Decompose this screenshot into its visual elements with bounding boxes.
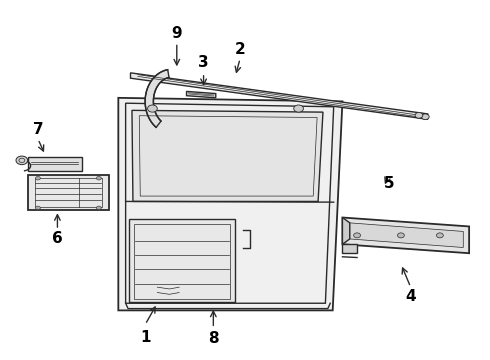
Text: 5: 5 bbox=[383, 176, 394, 191]
Circle shape bbox=[354, 233, 361, 238]
Polygon shape bbox=[350, 223, 463, 248]
Polygon shape bbox=[132, 111, 323, 202]
Polygon shape bbox=[187, 91, 216, 98]
Text: 6: 6 bbox=[52, 231, 63, 247]
Text: 3: 3 bbox=[198, 55, 209, 69]
Circle shape bbox=[437, 233, 443, 238]
Polygon shape bbox=[130, 73, 428, 119]
Circle shape bbox=[397, 233, 404, 238]
Text: 9: 9 bbox=[172, 26, 182, 41]
Circle shape bbox=[294, 105, 303, 112]
Polygon shape bbox=[343, 217, 350, 244]
Circle shape bbox=[16, 156, 28, 165]
Polygon shape bbox=[28, 157, 82, 171]
Polygon shape bbox=[145, 69, 169, 127]
Text: 8: 8 bbox=[208, 332, 219, 346]
Polygon shape bbox=[118, 98, 343, 310]
Polygon shape bbox=[343, 217, 469, 253]
Text: 1: 1 bbox=[140, 330, 150, 345]
Circle shape bbox=[147, 105, 157, 112]
Circle shape bbox=[415, 112, 423, 118]
Text: 7: 7 bbox=[33, 122, 43, 138]
Polygon shape bbox=[129, 219, 235, 302]
Circle shape bbox=[35, 176, 40, 180]
Circle shape bbox=[421, 114, 429, 120]
Circle shape bbox=[35, 206, 40, 210]
Text: 4: 4 bbox=[405, 289, 416, 303]
Text: 2: 2 bbox=[235, 42, 245, 57]
Polygon shape bbox=[28, 175, 109, 210]
Circle shape bbox=[97, 176, 101, 180]
Circle shape bbox=[97, 206, 101, 210]
Polygon shape bbox=[343, 244, 357, 253]
